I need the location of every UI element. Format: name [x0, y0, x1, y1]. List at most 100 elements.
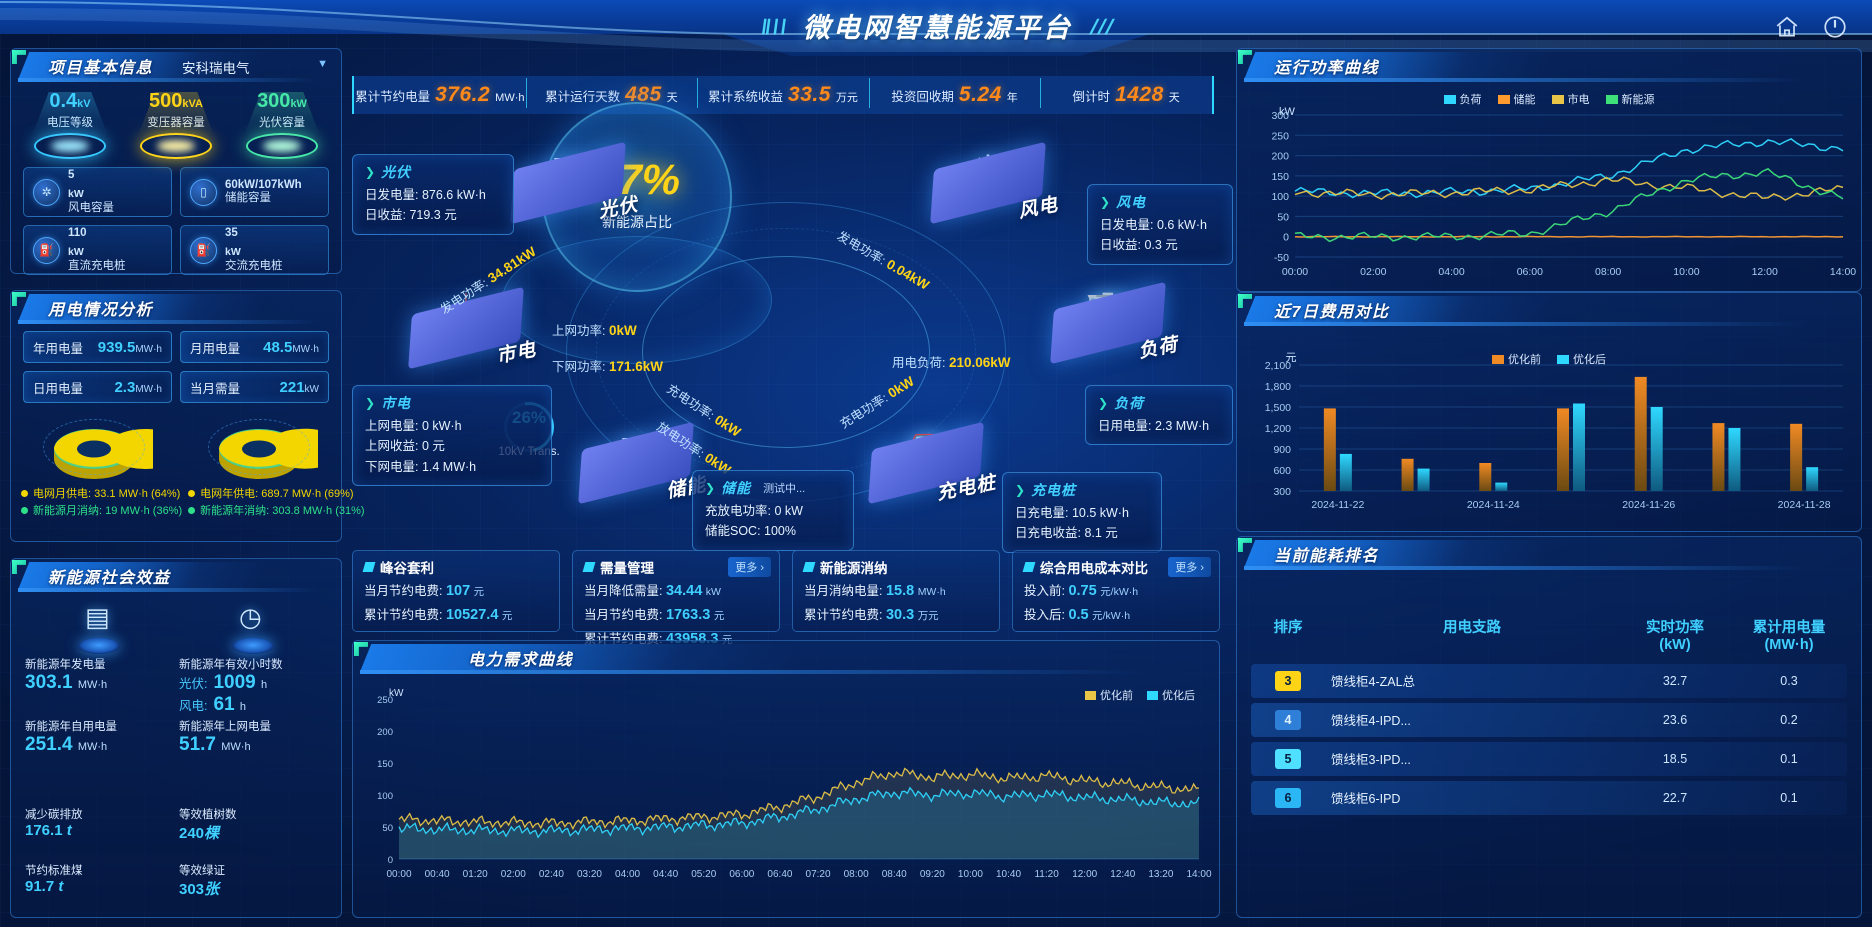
social-sub-key: 风电: — [179, 699, 208, 713]
panel-usage-analysis: 用电情况分析 年用电量 939.5MW·h 月用电量 48.5MW·h 日用电量… — [10, 290, 365, 542]
page-title: 微电网智慧能源平台 — [802, 13, 1073, 43]
svg-text:0: 0 — [1283, 232, 1289, 244]
kpi-value: 5.24 — [958, 83, 1002, 106]
svg-text:900: 900 — [1273, 444, 1291, 456]
col-branch: 用电支路 — [1443, 620, 1501, 636]
more-button[interactable]: 更多 › — [728, 557, 771, 577]
social-coal: 节约标准煤 91.7 t — [25, 862, 173, 910]
kpi-item: 累计运行天数 485 天 — [525, 78, 698, 108]
mini-value: 110 — [68, 226, 87, 239]
table-row[interactable]: 5 馈线柜3-IPD... 18.5 0.1 — [1251, 741, 1847, 776]
arrow-icon: ❯ — [705, 481, 716, 495]
kpi-unit: 天 — [666, 92, 678, 104]
title-slash-right: / / / — [1087, 16, 1115, 39]
col-power: 实时功率 (kW) — [1646, 620, 1704, 654]
svg-text:150: 150 — [1271, 171, 1289, 183]
svg-text:00:00: 00:00 — [386, 869, 411, 880]
usage-demand: 当月需量 221kW — [180, 371, 329, 403]
table-row[interactable]: 3 馈线柜4-ZAL总 32.7 0.3 — [1251, 663, 1847, 698]
node-load[interactable]: 🏢 负荷 — [1042, 270, 1180, 365]
mini-name: 风电容量 — [68, 202, 114, 215]
usage-unit: kW — [304, 383, 319, 395]
kpi-value: 33.5 — [788, 83, 831, 106]
table-row[interactable]: 6 馈线柜6-IPD 22.7 0.1 — [1251, 780, 1847, 815]
panel-header: 近7日费用对比 — [1236, 292, 1862, 326]
energy-panel-icon: ▤ — [72, 602, 126, 654]
social-unit: MW·h — [77, 679, 108, 691]
svg-text:200: 200 — [1271, 151, 1289, 163]
svg-text:12:00: 12:00 — [1072, 869, 1097, 880]
node-wind[interactable]: ⛯ 风电 — [922, 130, 1060, 225]
cost-legend: 优化前 优化后 — [1237, 351, 1861, 367]
svg-text:01:20: 01:20 — [463, 869, 488, 880]
svg-text:300: 300 — [1273, 486, 1291, 498]
svg-text:2,100: 2,100 — [1265, 360, 1291, 372]
svg-text:04:00: 04:00 — [1438, 266, 1464, 278]
svg-text:200: 200 — [377, 727, 393, 738]
kpi-value: 376.2 — [435, 83, 491, 106]
kpi-item: 累计节约电量 376.2 MW·h — [354, 83, 526, 107]
svg-text:2024-11-22: 2024-11-22 — [1311, 499, 1364, 511]
svg-text:12:00: 12:00 — [1752, 266, 1778, 278]
svg-text:06:00: 06:00 — [729, 869, 754, 880]
usage-day: 日用电量 2.3MW·h — [23, 371, 172, 403]
energy-value: 0.2 — [1780, 712, 1798, 727]
arrow-icon: ❯ — [1015, 483, 1026, 497]
col-rank: 排序 — [1273, 620, 1303, 636]
usage-value: 48.5 — [263, 338, 293, 356]
node-grid[interactable]: 🗼 市电 — [400, 275, 538, 370]
social-value: 176.1 — [25, 822, 63, 839]
power-value: 32.7 — [1662, 673, 1688, 688]
social-value: 1009 — [213, 672, 256, 693]
energy-value: 0.1 — [1780, 790, 1798, 805]
svg-text:13:20: 13:20 — [1148, 869, 1173, 880]
rank-badge: 5 — [1275, 748, 1301, 769]
usage-unit: MW·h — [135, 383, 162, 395]
company-selector-label[interactable]: 安科瑞电气 — [182, 61, 250, 76]
capacity-unit: kW — [290, 98, 307, 110]
svg-text:100: 100 — [377, 791, 393, 802]
node-ev-charger[interactable]: 🚘 充电桩 — [860, 410, 998, 504]
card-title: 储能 — [721, 480, 752, 496]
stat-title: 峰谷套利 — [380, 561, 434, 576]
usage-label: 月用电量 — [190, 341, 241, 356]
social-grid-feed: 新能源年上网电量 51.7 MW·h — [179, 718, 327, 804]
svg-text:07:20: 07:20 — [806, 869, 831, 880]
stat-card-cost-compare: 综合用电成本对比 更多 › 投入前: 0.75 元/kW·h 投入后: 0.5 … — [1012, 550, 1220, 632]
node-pv[interactable]: ▨ 光伏 — [502, 130, 640, 225]
legend-item: 优化前 — [1085, 687, 1133, 703]
svg-text:02:40: 02:40 — [539, 869, 564, 880]
social-label: 新能源年有效小时数 — [179, 659, 283, 671]
home-icon[interactable] — [1774, 14, 1800, 45]
social-value: 51.7 — [179, 734, 216, 755]
svg-text:10:40: 10:40 — [996, 869, 1021, 880]
chevron-down-icon[interactable]: ▼ — [317, 58, 328, 70]
flow-import-power: 下网功率: 171.6kW — [552, 359, 664, 374]
branch-name: 馈线柜6-IPD — [1331, 792, 1401, 807]
node-storage[interactable]: ▥ 储能 — [570, 410, 708, 505]
social-unit: t — [66, 822, 72, 839]
kpi-label: 投资回收期 — [891, 90, 954, 104]
mini-name: 交流充电桩 — [225, 260, 283, 273]
svg-text:250: 250 — [1271, 130, 1289, 142]
power-icon[interactable] — [1822, 14, 1848, 45]
svg-text:09:20: 09:20 — [920, 869, 945, 880]
legend-item: 新能源 — [1605, 91, 1655, 107]
capacity-transformer: 500kVA 变压器容量 — [128, 90, 224, 159]
card-title: 负荷 — [1114, 395, 1145, 411]
social-unit: 棵 — [204, 825, 220, 842]
legend-item: 优化前 — [1492, 351, 1541, 367]
mini-value: 35 — [225, 226, 238, 239]
usage-month: 月用电量 48.5MW·h — [180, 331, 329, 363]
social-certificate: 等效绿证 303张 — [179, 862, 327, 910]
stat-card-peak-valley: 峰谷套利 当月节约电费: 107 元 累计节约电费: 10527.4 元 — [352, 550, 560, 632]
more-button[interactable]: 更多 › — [1168, 557, 1211, 577]
svg-text:元: 元 — [1286, 352, 1297, 364]
stat-card-demand-mgmt: 需量管理 更多 › 当月降低需量: 34.44 kW 当月节约电费: 1763.… — [572, 550, 780, 647]
usage-unit: MW·h — [135, 343, 162, 355]
table-row[interactable]: 4 馈线柜4-IPD... 23.6 0.2 — [1251, 702, 1847, 737]
card-title: 市电 — [381, 395, 412, 411]
mini-dc-charger: ⛽ 110 kW 直流充电桩 — [23, 225, 172, 275]
mini-ac-charger: ⛽ 35 kW 交流充电桩 — [180, 225, 329, 275]
